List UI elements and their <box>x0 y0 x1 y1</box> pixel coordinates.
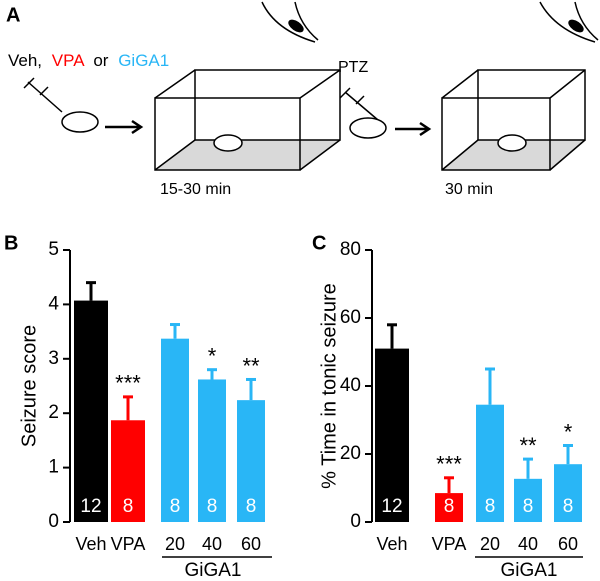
y-tick-label: 60 <box>340 307 361 328</box>
n-label: 8 <box>207 496 218 517</box>
duration: 30 min <box>445 181 493 198</box>
mouse <box>349 117 387 139</box>
diagram: Veh, VPA or GiGA1 PTZ 15-30 min 30 min <box>8 1 599 198</box>
x-tick-label: 40 <box>202 534 222 554</box>
n-label: 8 <box>563 496 574 517</box>
box-edge <box>441 69 586 171</box>
panel-label: B <box>4 232 18 254</box>
group-label: GiGA1 <box>500 560 557 581</box>
x-tick-label: VPA <box>432 534 467 554</box>
bar <box>514 478 542 522</box>
n-label: 8 <box>123 496 134 517</box>
y-tick-label: 4 <box>48 293 59 314</box>
syringe <box>23 77 63 113</box>
y-tick-label: 80 <box>340 239 361 260</box>
panel-label: C <box>312 232 326 254</box>
y-tick-label: 2 <box>48 402 59 423</box>
arrow <box>395 121 432 137</box>
group-label: GiGA1 <box>184 560 241 581</box>
n-label: 8 <box>523 496 534 517</box>
x-tick-label: 60 <box>558 534 578 554</box>
box-edge <box>154 69 341 171</box>
y-tick-label: 5 <box>48 239 59 260</box>
x-tick-label: 20 <box>165 534 185 554</box>
bar <box>237 400 265 522</box>
treatment: Veh, <box>8 51 42 70</box>
box-front <box>441 97 551 171</box>
n-label: 8 <box>485 496 496 517</box>
box-back <box>194 69 341 141</box>
significance: * <box>208 343 217 368</box>
significance: ** <box>242 353 260 378</box>
eye-pupil <box>568 19 584 33</box>
y-tick-label: 40 <box>340 375 361 396</box>
duration: 15-30 min <box>160 181 231 198</box>
y-tick-label: 0 <box>350 511 361 532</box>
y-axis-title: Seizure score <box>18 325 40 447</box>
n-label: 8 <box>246 496 257 517</box>
bar <box>476 404 504 522</box>
bar <box>198 379 226 522</box>
treatment: VPA <box>52 51 85 70</box>
x-tick-label: 20 <box>480 534 500 554</box>
x-tick-label: Veh <box>376 534 407 554</box>
box-back <box>477 69 586 141</box>
mouse <box>61 111 99 133</box>
eye-pupil <box>288 19 304 33</box>
syringe <box>339 87 379 121</box>
treatment: GiGA1 <box>118 51 169 70</box>
y-tick-label: 1 <box>48 457 59 478</box>
x-tick-label: 40 <box>518 534 538 554</box>
box-floor <box>155 140 340 170</box>
x-tick-label: 60 <box>241 534 261 554</box>
x-tick-label: Veh <box>75 534 106 554</box>
eye <box>261 1 319 43</box>
eye <box>539 1 599 43</box>
bar <box>111 420 145 522</box>
significance: *** <box>436 452 462 477</box>
bar <box>161 338 189 522</box>
treatment: or <box>93 51 108 70</box>
bar <box>554 464 582 522</box>
bar <box>74 300 108 522</box>
significance: * <box>564 419 573 444</box>
y-tick-label: 20 <box>340 443 361 464</box>
x-tick-label: VPA <box>111 534 146 554</box>
bar <box>435 493 463 522</box>
y-tick-label: 0 <box>48 511 59 532</box>
n-label: 12 <box>80 496 101 517</box>
treatment-text: Veh, VPA or GiGA1 <box>8 51 169 70</box>
n-label: 8 <box>170 496 181 517</box>
n-label: 8 <box>444 496 455 517</box>
y-axis-title: % Time in tonic seizure <box>318 283 340 489</box>
panel-label: A <box>6 4 20 26</box>
mouse <box>213 134 243 152</box>
significance: ** <box>519 433 537 458</box>
arrow <box>105 119 144 135</box>
significance: *** <box>115 371 141 396</box>
n-label: 12 <box>381 496 402 517</box>
mouse <box>497 134 527 152</box>
box-front <box>154 97 301 171</box>
bar <box>375 348 409 522</box>
challenge: PTZ <box>338 59 368 76</box>
y-tick-label: 3 <box>48 348 59 369</box>
